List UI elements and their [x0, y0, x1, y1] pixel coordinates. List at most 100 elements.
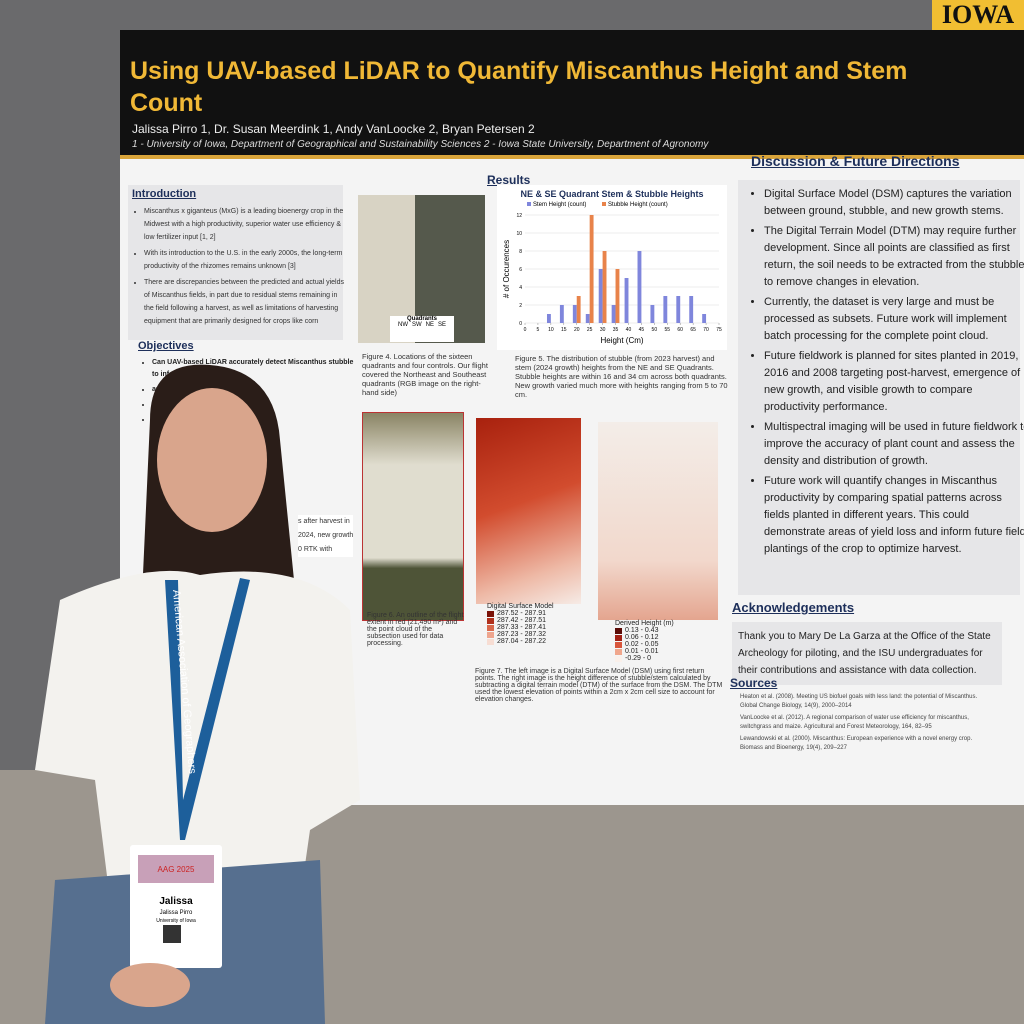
y-tick-label: 4 — [519, 285, 522, 291]
legend-label: -0.29 - 0 — [625, 655, 652, 662]
source-item: VanLoocke et al. (2012). A regional comp… — [740, 715, 969, 730]
sources-heading: Sources — [730, 676, 778, 690]
legend-label: 0.06 - 0.12 — [625, 634, 659, 641]
legend-label: 287.04 - 287.22 — [497, 638, 547, 645]
authors: Jalissa Pirro 1, Dr. Susan Meerdink 1, A… — [132, 122, 535, 136]
legend-swatch — [615, 634, 622, 641]
side-fragment: s after harvest in — [298, 518, 350, 525]
poster-header — [120, 30, 1024, 159]
quadrant-label: Quadrants — [406, 316, 437, 322]
discussion-item: Future work will quantify changes in Mis… — [764, 473, 1024, 558]
legend-row: 287.52 - 287.91 — [487, 610, 554, 617]
bar — [559, 305, 564, 323]
x-tick-label: 40 — [626, 327, 632, 333]
y-tick-label: 0 — [519, 321, 522, 327]
quadrant-name: SE — [438, 322, 447, 328]
dsm-image — [476, 418, 581, 604]
shirt — [35, 570, 360, 900]
y-tick-label: 2 — [519, 303, 522, 309]
legend-swatch — [487, 624, 494, 631]
results-heading: Results — [487, 173, 531, 187]
legend-swatch — [615, 627, 622, 634]
intro-item: With its introduction to the U.S. in the… — [144, 247, 349, 273]
bar — [702, 314, 707, 323]
legend-row: 287.04 - 287.22 — [487, 638, 554, 645]
side-fragments: s after harvest in 2024, new growth 0 RTK … — [298, 515, 354, 557]
badge-qr — [163, 925, 181, 943]
bar — [624, 278, 629, 323]
x-tick-label: 30 — [600, 327, 606, 333]
x-tick-label: 5 — [537, 327, 540, 333]
legend-label: Stem Height (count) — [533, 202, 586, 208]
ack-text: Thank you to Mary De La Garza at the Off… — [732, 622, 1002, 685]
bar — [650, 305, 655, 323]
x-tick-label: 15 — [561, 327, 567, 333]
discussion-item: Future fieldwork is planned for sites pl… — [764, 348, 1024, 416]
figure4-caption: Figure 4. Locations of the sixteen quadr… — [362, 352, 488, 397]
x-tick-label: 55 — [664, 327, 670, 333]
derived-legend-title: Derived Height (m) — [615, 620, 674, 627]
discussion-item: Multispectral imaging will be used in fu… — [764, 419, 1024, 470]
discussion-item: Currently, the dataset is very large and… — [764, 294, 1024, 345]
person: American Association of Geographers AAG … — [35, 364, 360, 1024]
x-tick-label: 70 — [703, 327, 709, 333]
bar — [689, 296, 694, 323]
legend-row: 0.02 - 0.05 — [615, 641, 674, 648]
legend-label: 287.23 - 287.32 — [497, 631, 547, 638]
side-fragment: 0 RTK with — [298, 546, 333, 553]
y-tick-label: 12 — [516, 213, 522, 219]
bar — [676, 296, 681, 323]
figure6-caption: Figure 6. An outline of the flight exten… — [367, 612, 464, 647]
lanyard-strap — [165, 578, 250, 840]
badge-name: Jalissa — [159, 896, 193, 907]
x-tick-label: 60 — [677, 327, 683, 333]
bar — [585, 314, 590, 323]
legend-swatch — [487, 610, 494, 617]
legend-label: 287.33 - 287.41 — [497, 624, 547, 631]
badge-org: University of Iowa — [156, 918, 196, 924]
hands — [110, 963, 190, 1007]
discussion-list: Digital Surface Model (DSM) captures the… — [752, 186, 1024, 561]
x-tick-label: 75 — [716, 327, 722, 333]
side-fragment: 2024, new growth — [298, 532, 354, 539]
legend-swatch — [602, 202, 606, 206]
bar — [576, 296, 581, 323]
badge-event: AAG 2025 — [158, 865, 195, 874]
quadrant-name: NE — [425, 322, 434, 328]
bar — [589, 215, 594, 323]
x-tick-label: 45 — [639, 327, 645, 333]
intro-item: There are discrepancies between the pred… — [144, 276, 349, 328]
badge-banner — [138, 855, 214, 883]
bar — [637, 251, 642, 323]
quadrant-names: NW SW NE SE — [390, 322, 454, 328]
source-item: Heaton et al. (2008). Meeting US biofuel… — [740, 694, 978, 709]
legend-row: 0.06 - 0.12 — [615, 634, 674, 641]
x-tick-label: 35 — [613, 327, 619, 333]
figure7-caption: Figure 7. The left image is a Digital Su… — [475, 668, 723, 703]
legend-row: 0.13 - 0.43 — [615, 627, 674, 634]
legend-swatch — [615, 641, 622, 648]
logo: IOWA — [932, 0, 1024, 30]
y-tick-label: 8 — [519, 249, 522, 255]
intro-heading: Introduction — [132, 188, 197, 200]
legend-swatch — [615, 648, 622, 655]
affiliations: 1 - University of Iowa, Department of Ge… — [132, 139, 709, 150]
legend-label: 0.01 - 0.01 — [625, 648, 659, 655]
legend-row: 287.23 - 287.32 — [487, 631, 554, 638]
legend-row: 0.01 - 0.01 — [615, 648, 674, 655]
source-item: Lewandowski et al. (2000). Miscanthus: E… — [740, 736, 973, 751]
bar — [611, 305, 616, 323]
chart-title: NE & SE Quadrant Stem & Stubble Heights — [520, 189, 703, 199]
legend-label: 0.02 - 0.05 — [625, 641, 659, 648]
legend-swatch — [487, 631, 494, 638]
legend-row: 287.42 - 287.51 — [487, 617, 554, 624]
quadrant-key: Quadrants NW SW NE SE — [390, 316, 454, 342]
objectives-heading: Objectives — [138, 340, 194, 352]
legend-swatch — [487, 638, 494, 645]
figure5-caption: Figure 5. The distribution of stubble (f… — [515, 354, 728, 399]
legend-swatch — [487, 617, 494, 624]
legend-swatch — [615, 655, 622, 662]
dsm-legend-title: Digital Surface Model — [487, 603, 554, 610]
legend-row: 287.33 - 287.41 — [487, 624, 554, 631]
intro-item: Miscanthus x giganteus (MxG) is a leadin… — [144, 205, 349, 244]
